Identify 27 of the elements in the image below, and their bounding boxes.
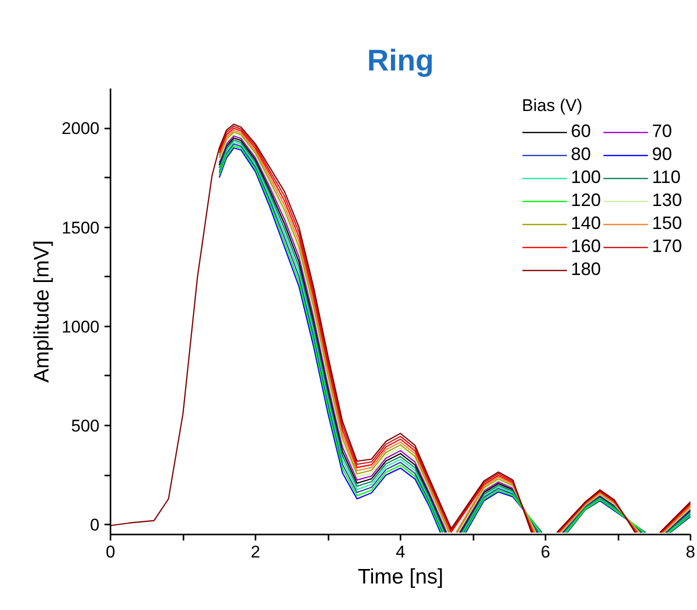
x-tick-label: 8 [686, 542, 696, 562]
legend-label: 80 [570, 144, 591, 165]
y-tick-label: 1000 [62, 317, 100, 336]
legend-label: 110 [652, 167, 681, 188]
chart-title: Ring [367, 44, 434, 78]
x-axis-title: Time [ns] [358, 566, 444, 588]
legend-label: 150 [652, 213, 682, 234]
y-tick-label: 2000 [62, 119, 100, 138]
legend-label: 130 [652, 190, 682, 211]
legend-label: 70 [652, 121, 672, 142]
y-axis-title: Amplitude [mV] [30, 240, 54, 383]
legend-label: 100 [570, 167, 601, 188]
legend-label: 160 [570, 236, 601, 257]
x-tick-label: 0 [106, 542, 116, 562]
legend-label: 170 [652, 236, 682, 257]
x-tick-label: 4 [396, 542, 406, 562]
x-tick-label: 6 [540, 542, 550, 562]
y-tick-label: 1500 [62, 218, 100, 238]
legend-label: 180 [570, 259, 601, 280]
legend-label: 140 [570, 213, 601, 234]
y-tick-label: 500 [71, 416, 100, 436]
y-tick-label: 0 [90, 516, 100, 535]
legend-label: 120 [570, 190, 601, 211]
x-tick-label: 2 [250, 542, 260, 562]
legend-title: Bias (V) [522, 96, 584, 116]
legend-label: 90 [652, 144, 672, 165]
legend-label: 60 [570, 121, 591, 142]
